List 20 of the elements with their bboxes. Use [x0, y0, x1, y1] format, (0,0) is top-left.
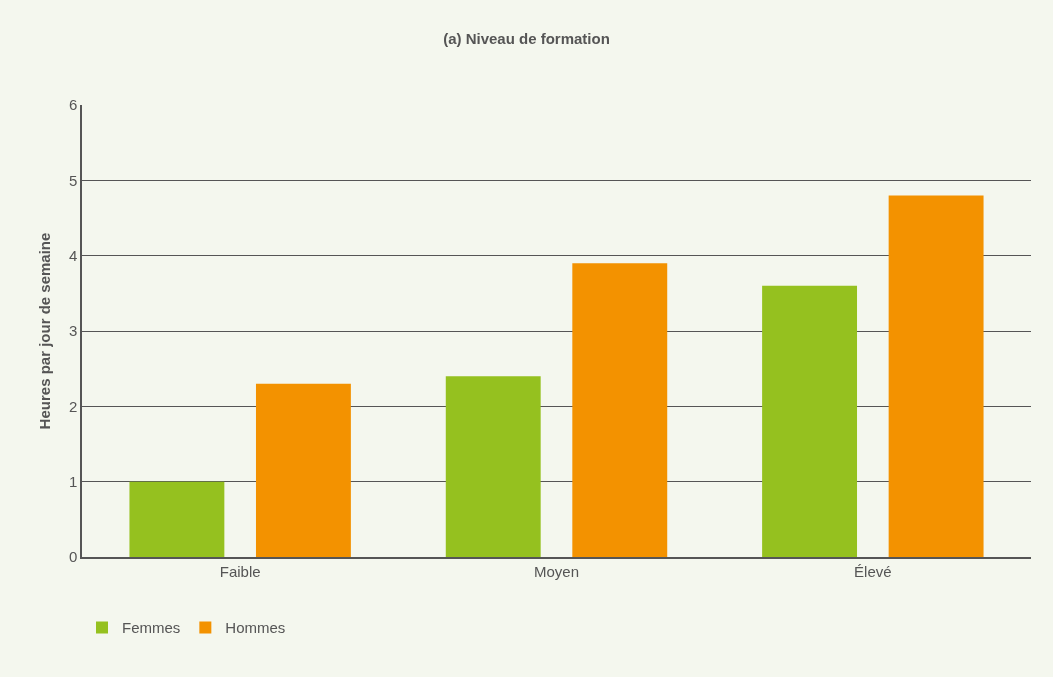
x-tick-label: Faible — [219, 562, 261, 580]
y-tick-label: 3 — [68, 322, 78, 340]
bar — [762, 285, 858, 557]
chart-title: (a) Niveau de formation — [443, 30, 610, 48]
y-tick-label: 2 — [68, 397, 78, 415]
y-axis-title: Heures par jour de semaine — [35, 232, 53, 430]
bar — [255, 383, 351, 557]
x-tick-label: Moyen — [533, 562, 580, 580]
bar — [572, 263, 668, 557]
y-tick-label: 0 — [68, 548, 78, 566]
y-tick-label: 4 — [68, 246, 78, 264]
legend-label: Femmes — [122, 619, 181, 637]
y-tick-label: 6 — [68, 96, 78, 114]
bar — [888, 195, 984, 557]
legend-label: Hommes — [225, 619, 286, 637]
y-tick-label: 1 — [68, 472, 78, 490]
bar — [445, 376, 541, 557]
y-tick-label: 5 — [68, 171, 78, 189]
x-tick-label: Élevé — [854, 562, 892, 580]
bar — [129, 481, 225, 557]
